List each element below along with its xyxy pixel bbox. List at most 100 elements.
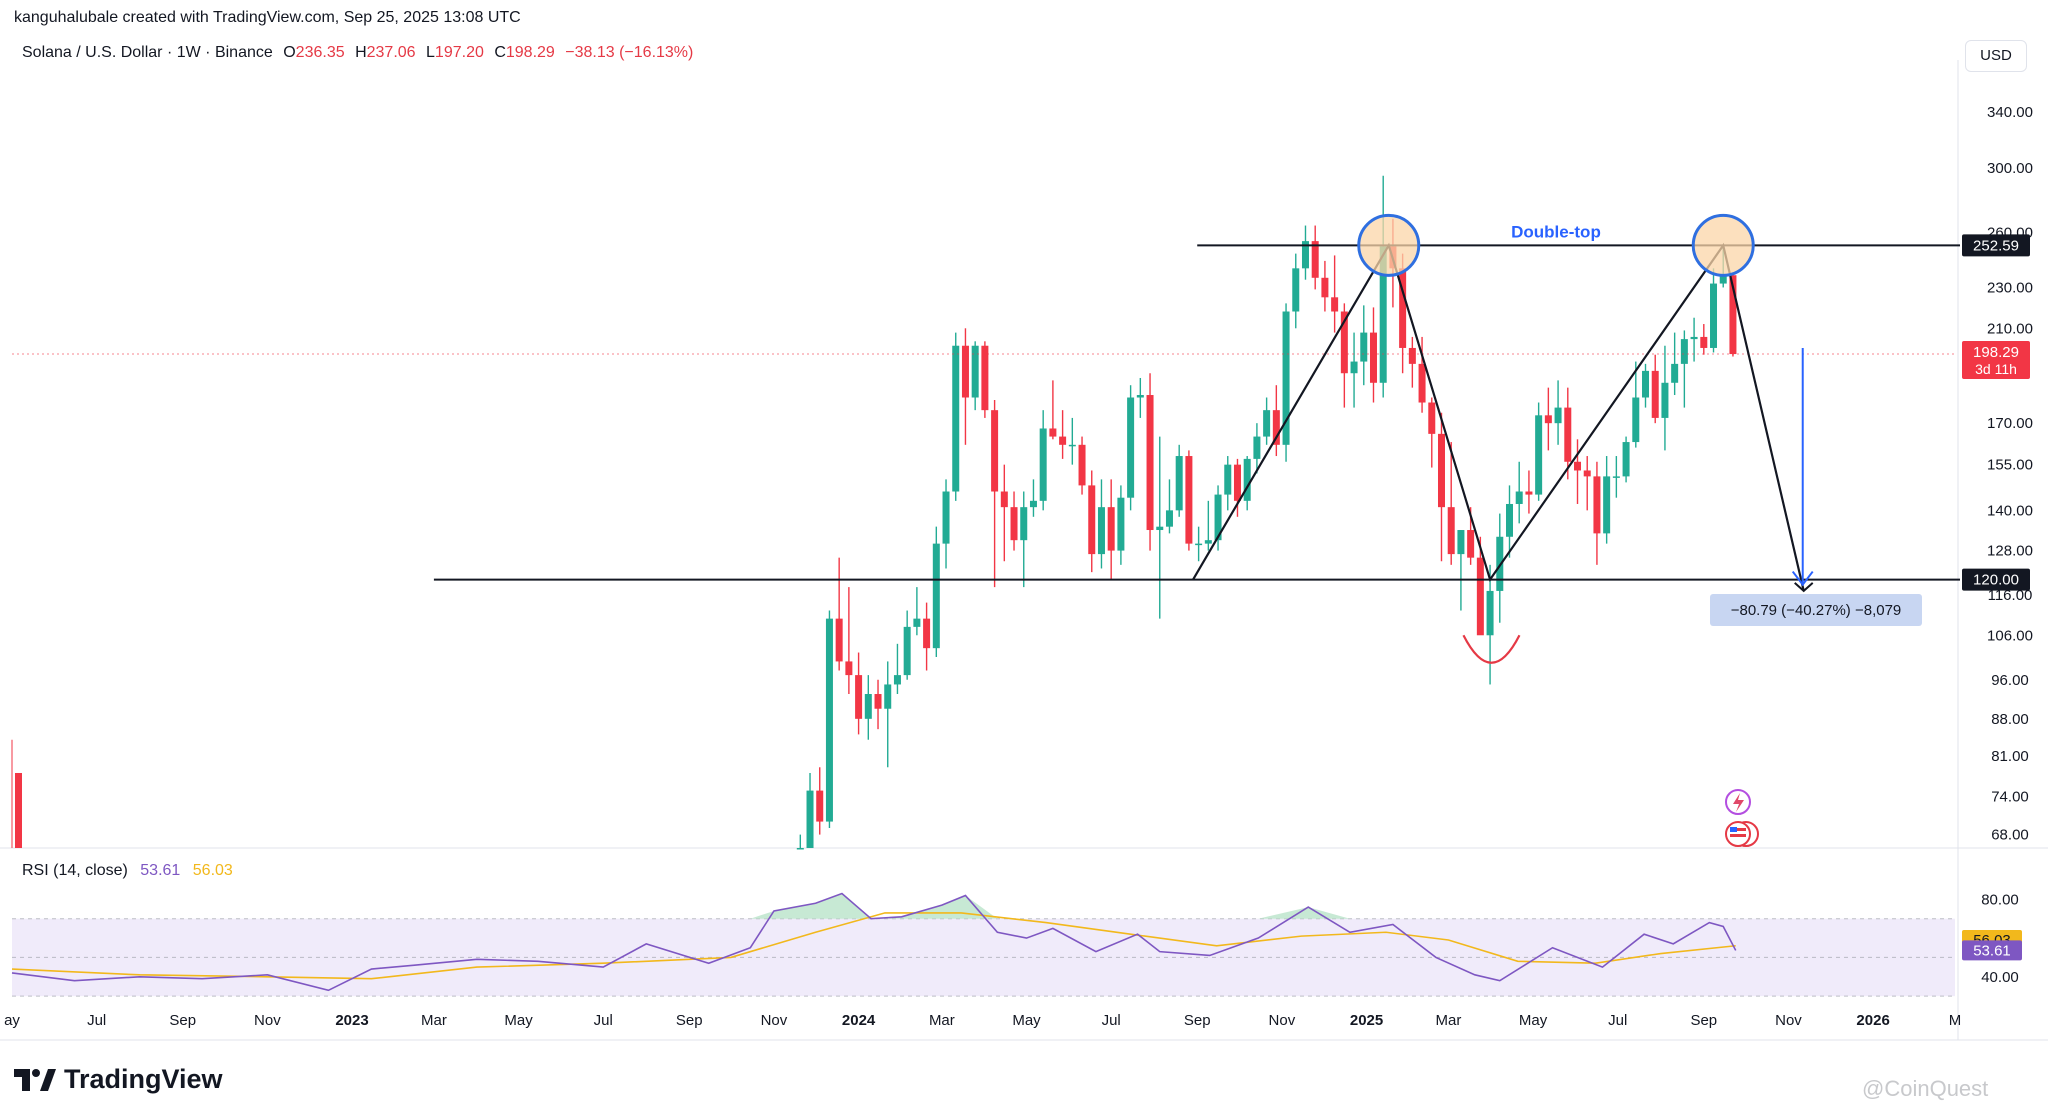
- candle[interactable]: [845, 587, 853, 695]
- candle[interactable]: [1690, 317, 1698, 362]
- candle[interactable]: [1408, 336, 1416, 388]
- tradingview-logo[interactable]: TradingView: [14, 1064, 223, 1095]
- rsi-ma-line[interactable]: [11, 912, 1736, 980]
- candle[interactable]: [825, 610, 833, 829]
- candle[interactable]: [932, 526, 940, 657]
- candle[interactable]: [1505, 485, 1513, 558]
- candle[interactable]: [796, 834, 804, 850]
- candle[interactable]: [1700, 324, 1708, 355]
- candle[interactable]: [1253, 423, 1261, 474]
- candle[interactable]: [1583, 456, 1591, 511]
- candle[interactable]: [1457, 530, 1465, 611]
- candle[interactable]: [1661, 345, 1669, 451]
- candle[interactable]: [1204, 500, 1212, 551]
- candle[interactable]: [1710, 268, 1718, 353]
- candle[interactable]: [1195, 526, 1203, 562]
- candle[interactable]: [1350, 332, 1358, 408]
- candle[interactable]: [1369, 307, 1377, 403]
- candle[interactable]: [1127, 385, 1135, 511]
- pattern-path[interactable]: [1192, 242, 1805, 592]
- candle[interactable]: [1574, 439, 1582, 504]
- candle[interactable]: [1486, 564, 1494, 685]
- candle[interactable]: [1068, 417, 1076, 465]
- double-top-circle[interactable]: [1691, 213, 1755, 277]
- candle[interactable]: [1156, 436, 1164, 619]
- double-top-circle[interactable]: [1357, 213, 1421, 277]
- candle[interactable]: [1010, 491, 1018, 551]
- candle[interactable]: [835, 557, 843, 671]
- us-flag-icon[interactable]: [1725, 821, 1759, 847]
- candle[interactable]: [1651, 354, 1659, 424]
- candle[interactable]: [1622, 436, 1630, 483]
- candle[interactable]: [1146, 373, 1154, 551]
- candle[interactable]: [1049, 380, 1057, 440]
- candle[interactable]: [1632, 361, 1640, 448]
- candle[interactable]: [1428, 397, 1436, 468]
- candle[interactable]: [1088, 470, 1096, 573]
- candle[interactable]: [1612, 456, 1620, 498]
- candle[interactable]: [864, 675, 872, 740]
- candle[interactable]: [1535, 402, 1543, 501]
- candle[interactable]: [1515, 461, 1523, 524]
- candle[interactable]: [1379, 175, 1387, 398]
- candle[interactable]: [1214, 485, 1222, 551]
- candle[interactable]: [816, 767, 824, 835]
- candle[interactable]: [1476, 536, 1484, 636]
- candle[interactable]: [1603, 456, 1611, 544]
- candle[interactable]: [1039, 410, 1047, 511]
- candle[interactable]: [1437, 412, 1445, 562]
- candle[interactable]: [1165, 479, 1173, 534]
- candle[interactable]: [874, 679, 882, 730]
- candle[interactable]: [1311, 225, 1319, 290]
- rsi-line[interactable]: [11, 892, 1737, 992]
- candle[interactable]: [1525, 470, 1533, 514]
- candle[interactable]: [942, 479, 950, 569]
- rsi-legend[interactable]: RSI (14, close) 53.61 56.03: [22, 862, 233, 880]
- candle[interactable]: [1301, 225, 1309, 280]
- candle[interactable]: [1243, 456, 1251, 511]
- candle[interactable]: [1136, 377, 1144, 418]
- candle[interactable]: [1029, 479, 1037, 517]
- candle[interactable]: [1292, 253, 1300, 329]
- candle[interactable]: [1554, 380, 1562, 445]
- candle[interactable]: [1117, 485, 1125, 565]
- candle[interactable]: [1097, 479, 1105, 569]
- measure-label[interactable]: −80.79 (−40.27%) −8,079: [1710, 594, 1922, 626]
- candle[interactable]: [893, 643, 901, 695]
- candle[interactable]: [1107, 479, 1115, 580]
- candle[interactable]: [903, 610, 911, 680]
- candle[interactable]: [971, 341, 979, 411]
- candle[interactable]: [1233, 458, 1241, 517]
- candle[interactable]: [1447, 442, 1455, 565]
- candle[interactable]: [1321, 260, 1329, 312]
- candle[interactable]: [991, 400, 999, 588]
- candle[interactable]: [1544, 387, 1552, 451]
- candle[interactable]: [1020, 491, 1028, 588]
- candle[interactable]: [1185, 450, 1193, 551]
- candle[interactable]: [1282, 303, 1290, 462]
- candle[interactable]: [913, 587, 921, 636]
- candle[interactable]: [1680, 330, 1688, 408]
- candle[interactable]: [923, 602, 931, 671]
- candle[interactable]: [1263, 397, 1271, 445]
- candle[interactable]: [1059, 410, 1067, 459]
- candle[interactable]: [1564, 387, 1572, 480]
- candle[interactable]: [1642, 363, 1650, 408]
- candle[interactable]: [1078, 436, 1086, 495]
- candle[interactable]: [1224, 456, 1232, 511]
- candle[interactable]: [961, 328, 969, 445]
- candle[interactable]: [1175, 444, 1183, 517]
- candle[interactable]: [952, 332, 960, 501]
- candle[interactable]: [1671, 332, 1679, 396]
- candle[interactable]: [1000, 464, 1008, 562]
- candle[interactable]: [855, 652, 863, 735]
- candle[interactable]: [806, 772, 814, 848]
- candle[interactable]: [1331, 255, 1339, 333]
- candle[interactable]: [1360, 305, 1368, 386]
- candle[interactable]: [981, 341, 989, 418]
- symbol-title[interactable]: Solana / U.S. Dollar · 1W · Binance: [22, 44, 273, 61]
- candle[interactable]: [1272, 385, 1280, 457]
- candle[interactable]: [884, 661, 892, 768]
- candle[interactable]: [1593, 461, 1601, 565]
